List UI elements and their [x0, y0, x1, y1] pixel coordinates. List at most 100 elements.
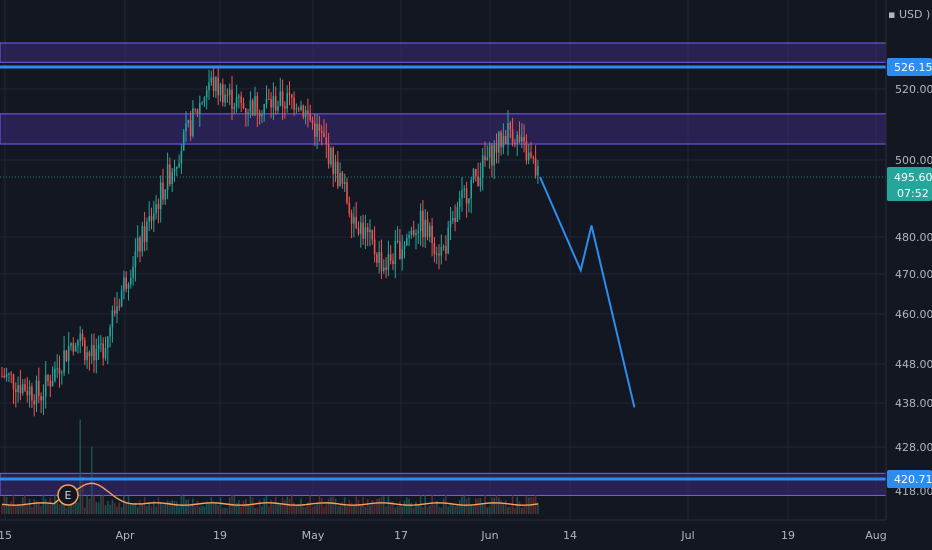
- candle-body: [309, 113, 311, 121]
- candle-body: [127, 284, 130, 289]
- candle-body: [325, 137, 328, 145]
- volume-bar: [77, 502, 79, 514]
- candle-body: [84, 340, 86, 361]
- volume-bar: [185, 500, 187, 514]
- volume-bar: [537, 502, 539, 514]
- volume-bar: [369, 505, 371, 514]
- volume-bar: [61, 498, 63, 514]
- volume-bar: [162, 504, 164, 514]
- price-axis[interactable]: 520.00 500.00 480.00 470.00 460.00 448.00 438.…: [887, 58, 932, 498]
- volume-bar: [495, 495, 498, 514]
- volume-bar: [442, 498, 445, 514]
- volume-bar: [31, 506, 33, 514]
- volume-bar: [194, 506, 196, 514]
- candle-body: [263, 104, 265, 114]
- earnings-marker: [57, 484, 79, 506]
- volume-bar: [346, 506, 348, 514]
- candle-body: [228, 89, 231, 96]
- candle-body: [272, 96, 275, 108]
- candle-body: [341, 172, 344, 184]
- candle-body: [355, 216, 357, 228]
- earnings-marker-group[interactable]: E: [57, 484, 79, 506]
- candle-body: [240, 96, 242, 103]
- candle-body: [56, 368, 58, 370]
- candle-body: [311, 120, 314, 123]
- volume-bar: [5, 497, 8, 514]
- candle-body: [120, 290, 123, 307]
- volume-bar: [518, 501, 521, 514]
- candle-body: [346, 182, 348, 203]
- volume-bar: [500, 500, 502, 514]
- last-price-label: 495.60: [894, 171, 932, 184]
- volume-bar: [12, 494, 15, 514]
- candle-body: [17, 385, 19, 393]
- candle-body: [242, 102, 245, 109]
- candle-body: [109, 327, 111, 337]
- volume-bar: [295, 504, 298, 514]
- volume-bar: [56, 501, 58, 514]
- volume-bar: [222, 507, 224, 514]
- candle-body: [302, 105, 305, 118]
- candle-body: [40, 396, 42, 401]
- volume-bar: [88, 498, 91, 514]
- time-axis-label: May: [302, 529, 325, 542]
- volume-bar: [279, 503, 282, 514]
- volume-bar: [187, 499, 190, 514]
- candle-body: [141, 226, 144, 252]
- candle-body: [521, 136, 523, 142]
- volume-bar: [484, 494, 486, 514]
- volume-bar: [219, 497, 222, 514]
- volume-bar: [435, 500, 438, 514]
- candle-body: [360, 222, 362, 234]
- candle-body: [54, 368, 56, 382]
- volume-bar: [130, 503, 132, 514]
- volume-bar: [120, 507, 123, 514]
- candle-body: [433, 243, 436, 255]
- candle-body: [410, 230, 413, 235]
- candle-body: [316, 123, 318, 137]
- candle-body: [15, 389, 17, 393]
- candle-body: [159, 182, 162, 210]
- candle-body: [201, 102, 203, 104]
- candle-body: [24, 384, 26, 391]
- time-axis[interactable]: 15 Apr 19 May 17 Jun 14 Jul 19 Aug: [0, 529, 887, 542]
- volume-bar: [21, 497, 24, 514]
- volume-bar: [297, 504, 300, 514]
- candle-body: [93, 345, 95, 361]
- volume-bar: [376, 499, 378, 514]
- candle-body: [463, 188, 466, 191]
- volume-bar: [81, 476, 84, 514]
- candle-body: [180, 150, 183, 164]
- volume-bar: [224, 507, 226, 514]
- currency-label[interactable]: ▪ USD ): [888, 8, 931, 21]
- volume-bar: [240, 506, 242, 514]
- volume-bar: [389, 501, 392, 514]
- candle-body: [456, 207, 459, 222]
- time-axis-label: 19: [213, 529, 227, 542]
- volume-ma-line: [1, 482, 539, 506]
- candle-body: [49, 380, 52, 387]
- candle-body: [256, 96, 259, 113]
- horizontal-levels[interactable]: [0, 65, 886, 481]
- volume-bar: [401, 506, 403, 514]
- candle-body: [442, 246, 445, 248]
- price-tick-label: 500.00: [895, 154, 932, 167]
- candle-body: [537, 166, 539, 176]
- candle-body: [203, 97, 206, 103]
- candle-body: [226, 94, 229, 96]
- volume-bar: [318, 495, 321, 514]
- candle-body: [134, 251, 137, 267]
- volume-bar: [399, 501, 401, 514]
- candle-body: [307, 110, 309, 114]
- candle-body: [224, 94, 226, 103]
- volume-bar: [192, 498, 194, 514]
- volume-bar: [422, 507, 424, 514]
- candle-body: [173, 168, 176, 172]
- candle-body: [95, 349, 98, 361]
- candle-body: [215, 77, 217, 92]
- projection-path[interactable]: [539, 176, 636, 408]
- price-tick-label: 418.00: [895, 485, 932, 498]
- candle-body: [422, 210, 424, 238]
